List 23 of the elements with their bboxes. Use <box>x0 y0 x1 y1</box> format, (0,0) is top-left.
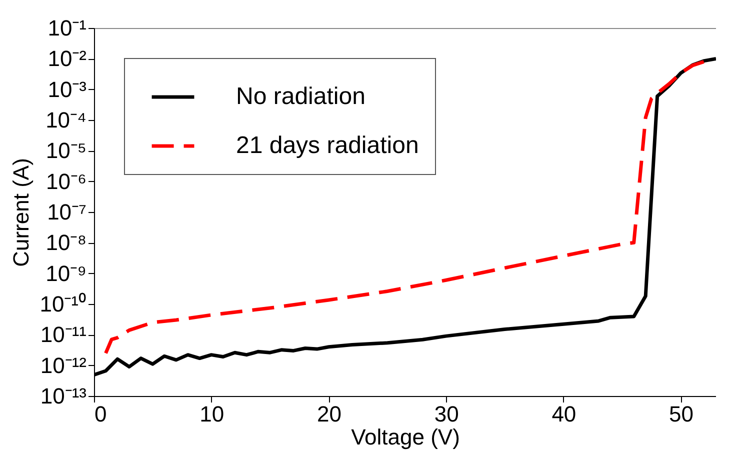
y-tick-label: 10⁻¹² <box>40 352 86 378</box>
x-tick-label: 40 <box>552 402 576 426</box>
x-tick-label: 10 <box>200 402 224 426</box>
x-axis-title: Voltage (V) <box>351 424 460 450</box>
y-tick-label: 10⁻⁹ <box>46 260 86 286</box>
y-tick-label: 10⁻¹ <box>48 16 86 40</box>
y-tick-label: 10⁻² <box>48 46 86 72</box>
legend-label: No radiation <box>236 83 366 110</box>
y-tick-label: 10⁻⁶ <box>46 168 86 194</box>
x-tick-label: 20 <box>316 402 342 426</box>
x-tick-label: 0 <box>94 402 107 426</box>
y-axis-title: Current (A) <box>8 158 34 267</box>
y-tick-label: 10⁻⁵ <box>46 138 86 164</box>
y-tick-label: 10⁻³ <box>48 76 86 102</box>
y-tick-label: 10⁻⁷ <box>47 200 87 224</box>
y-tick-label: 10⁻¹³ <box>40 384 86 408</box>
x-tick-label: 30 <box>434 402 459 426</box>
y-tick-label: 10⁻¹¹ <box>40 322 86 348</box>
legend-label: 21 days radiation <box>236 132 419 159</box>
x-tick-label: 50 <box>669 402 694 426</box>
y-tick-label: 10⁻⁴ <box>46 108 86 132</box>
y-tick-label: 10⁻¹⁰ <box>40 292 86 316</box>
y-tick-label: 10⁻⁸ <box>46 230 86 256</box>
